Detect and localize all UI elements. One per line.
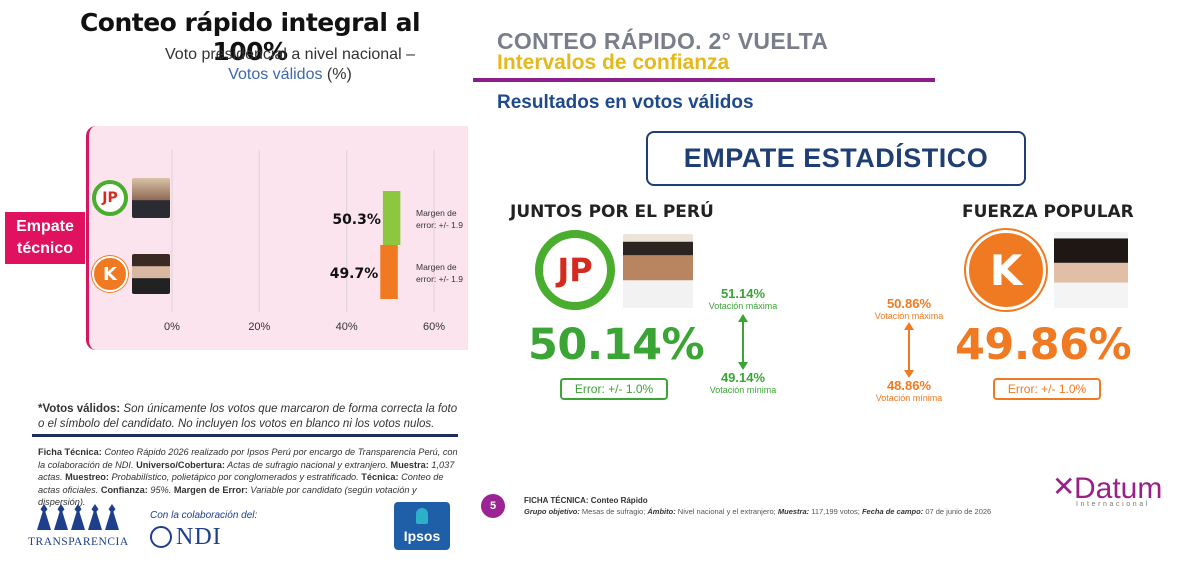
ndi-label: Con la colaboración del: xyxy=(150,510,258,521)
k-logo-icon: K xyxy=(92,256,128,292)
ndi-logo: NDI xyxy=(176,524,222,550)
jp-ci-max-label: Votación máxima xyxy=(708,301,778,311)
globe-icon xyxy=(150,526,172,548)
candidate-photo-jp xyxy=(132,178,170,218)
rf-b1: Grupo objetivo: xyxy=(524,507,580,516)
chart-subtitle: Voto presidencial a nivel nacional – xyxy=(165,46,415,63)
rf-t2: Nivel nacional y el extranjero; xyxy=(675,507,778,516)
datum-subtitle: Internacional xyxy=(1076,501,1150,508)
fp-error-box: Error: +/- 1.0% xyxy=(993,378,1101,400)
fp-percentage: 49.86% xyxy=(955,320,1132,370)
separator xyxy=(32,434,458,437)
margin-of-error-label: error: +/- 1.9 xyxy=(416,274,463,284)
x-tick-label: 60% xyxy=(423,321,445,333)
ficha-b3: Muestra: xyxy=(390,459,429,470)
margin-of-error-label: Margen de xyxy=(416,208,457,218)
empate-estadistico-box: EMPATE ESTADÍSTICO xyxy=(646,131,1026,186)
transparencia-logo: TRANSPARENCIA xyxy=(28,504,128,552)
jp-logo-icon: JP xyxy=(92,180,128,216)
x-tick-label: 20% xyxy=(248,321,270,333)
rf-t1: Mesas de sufragio; xyxy=(579,507,648,516)
ficha-t6: 95%. xyxy=(147,484,174,495)
ficha-b2: Universo/Cobertura: xyxy=(136,459,225,470)
party-name-fp: FUERZA POPULAR xyxy=(962,202,1134,222)
footnote-text: Son únicamente los votos que marcaron de… xyxy=(38,403,458,430)
chart-background xyxy=(86,126,468,350)
footnote-bold: *Votos válidos: xyxy=(38,403,121,415)
rf-t4: 07 de junio de 2026 xyxy=(923,507,992,516)
ficha-t4: Probabilístico, polietápico por conglome… xyxy=(108,472,362,482)
datum-figure-icon: ✕ xyxy=(1052,471,1076,502)
jp-range-arrow-icon xyxy=(738,314,748,370)
ficha-t3: 1,037 actas. xyxy=(38,459,455,483)
ficha-b6: Confianza: xyxy=(100,484,148,495)
ipsos-logo: Ipsos xyxy=(394,502,450,550)
right-ficha-details: Grupo objetivo: Mesas de sufragio; Ámbit… xyxy=(524,507,991,516)
datum-logo: Datum xyxy=(1074,472,1163,505)
subtitle-valid-votes: Votos válidos xyxy=(228,66,323,83)
candidate-photo-fp-large xyxy=(1054,232,1128,308)
ficha-t5: Conteo de actas oficiales. xyxy=(38,472,444,495)
fp-range-arrow-icon xyxy=(904,322,914,378)
bar-chart: 0% 20% 40% 60% 50.3% Margen de error: +/- 1.9 4… xyxy=(164,150,463,333)
empate-tecnico-badge: Empate técnico xyxy=(5,212,85,264)
ficha-b4: Muestreo: xyxy=(65,472,109,482)
transparencia-figures-icon xyxy=(28,504,128,530)
chart-subtitle-units: Votos válidos (%) xyxy=(40,66,540,84)
ficha-b1: Ficha Técnica: xyxy=(38,447,102,457)
right-ficha-title: FICHA TÉCNICA: Conteo Rápido xyxy=(524,496,648,505)
right-subtitle: Intervalos de confianza xyxy=(497,51,730,74)
fp-ci-max-label: Votación máxima xyxy=(874,311,944,321)
ficha-t7: Variable por candidato (según votación y… xyxy=(38,484,417,508)
x-tick-label: 40% xyxy=(336,321,358,333)
candidate-photo-jp-large xyxy=(623,234,693,308)
results-heading: Resultados en votos válidos xyxy=(497,92,754,113)
k-logo-large-icon: K xyxy=(966,230,1046,310)
x-tick-label: 0% xyxy=(164,321,180,333)
margin-of-error-label: Margen de xyxy=(416,262,457,272)
fp-ci-max: 50.86% xyxy=(886,296,932,311)
bar-value-label: 49.7% xyxy=(330,266,379,282)
party-name-jp: JUNTOS POR EL PERÚ xyxy=(510,202,714,222)
bar xyxy=(380,245,398,299)
transparencia-text: TRANSPARENCIA xyxy=(28,536,129,548)
fp-ci-min-label: Votación mínima xyxy=(875,393,943,403)
ficha-t2: Actas de sufragio nacional y extranjero. xyxy=(224,459,391,470)
jp-ci-min: 49.14% xyxy=(720,370,766,385)
jp-ci-min-label: Votación mínima xyxy=(709,385,777,395)
chart-title: Conteo rápido integral al 100% xyxy=(79,8,421,66)
badge-line1: Empate xyxy=(16,218,74,235)
ficha-tecnica: Ficha Técnica: Conteo Rápido 2026 realiz… xyxy=(38,446,463,509)
ficha-b7: Margen de Error: xyxy=(173,484,248,495)
ficha-b5: Técnica: xyxy=(361,472,399,482)
footnote: *Votos válidos: Son únicamente los votos… xyxy=(38,402,458,432)
ficha-t1: Conteo Rápido 2026 realizado por Ipsos P… xyxy=(38,447,458,470)
rf-b2: Ámbito: xyxy=(647,507,676,516)
page-number: 5 xyxy=(481,494,505,518)
rf-b3: Muestra: xyxy=(777,507,810,516)
bar-value-label: 50.3% xyxy=(332,212,381,228)
purple-rule xyxy=(473,78,935,82)
jp-error-box: Error: +/- 1.0% xyxy=(560,378,668,400)
jp-logo-large-icon: JP xyxy=(535,230,615,310)
margin-of-error-label: error: +/- 1.9 xyxy=(416,220,463,230)
jp-ci-max: 51.14% xyxy=(720,286,766,301)
jp-percentage: 50.14% xyxy=(528,320,705,370)
subtitle-pct: (%) xyxy=(326,66,352,83)
bar xyxy=(382,191,401,245)
badge-line2: técnico xyxy=(16,240,73,257)
fp-ci-min: 48.86% xyxy=(886,378,932,393)
right-title: CONTEO RÁPIDO. 2° VUELTA xyxy=(497,28,829,54)
candidate-photo-fp xyxy=(132,254,170,294)
rf-t3: 117,199 votos; xyxy=(809,507,862,516)
rf-b4: Fecha de campo: xyxy=(861,507,924,516)
